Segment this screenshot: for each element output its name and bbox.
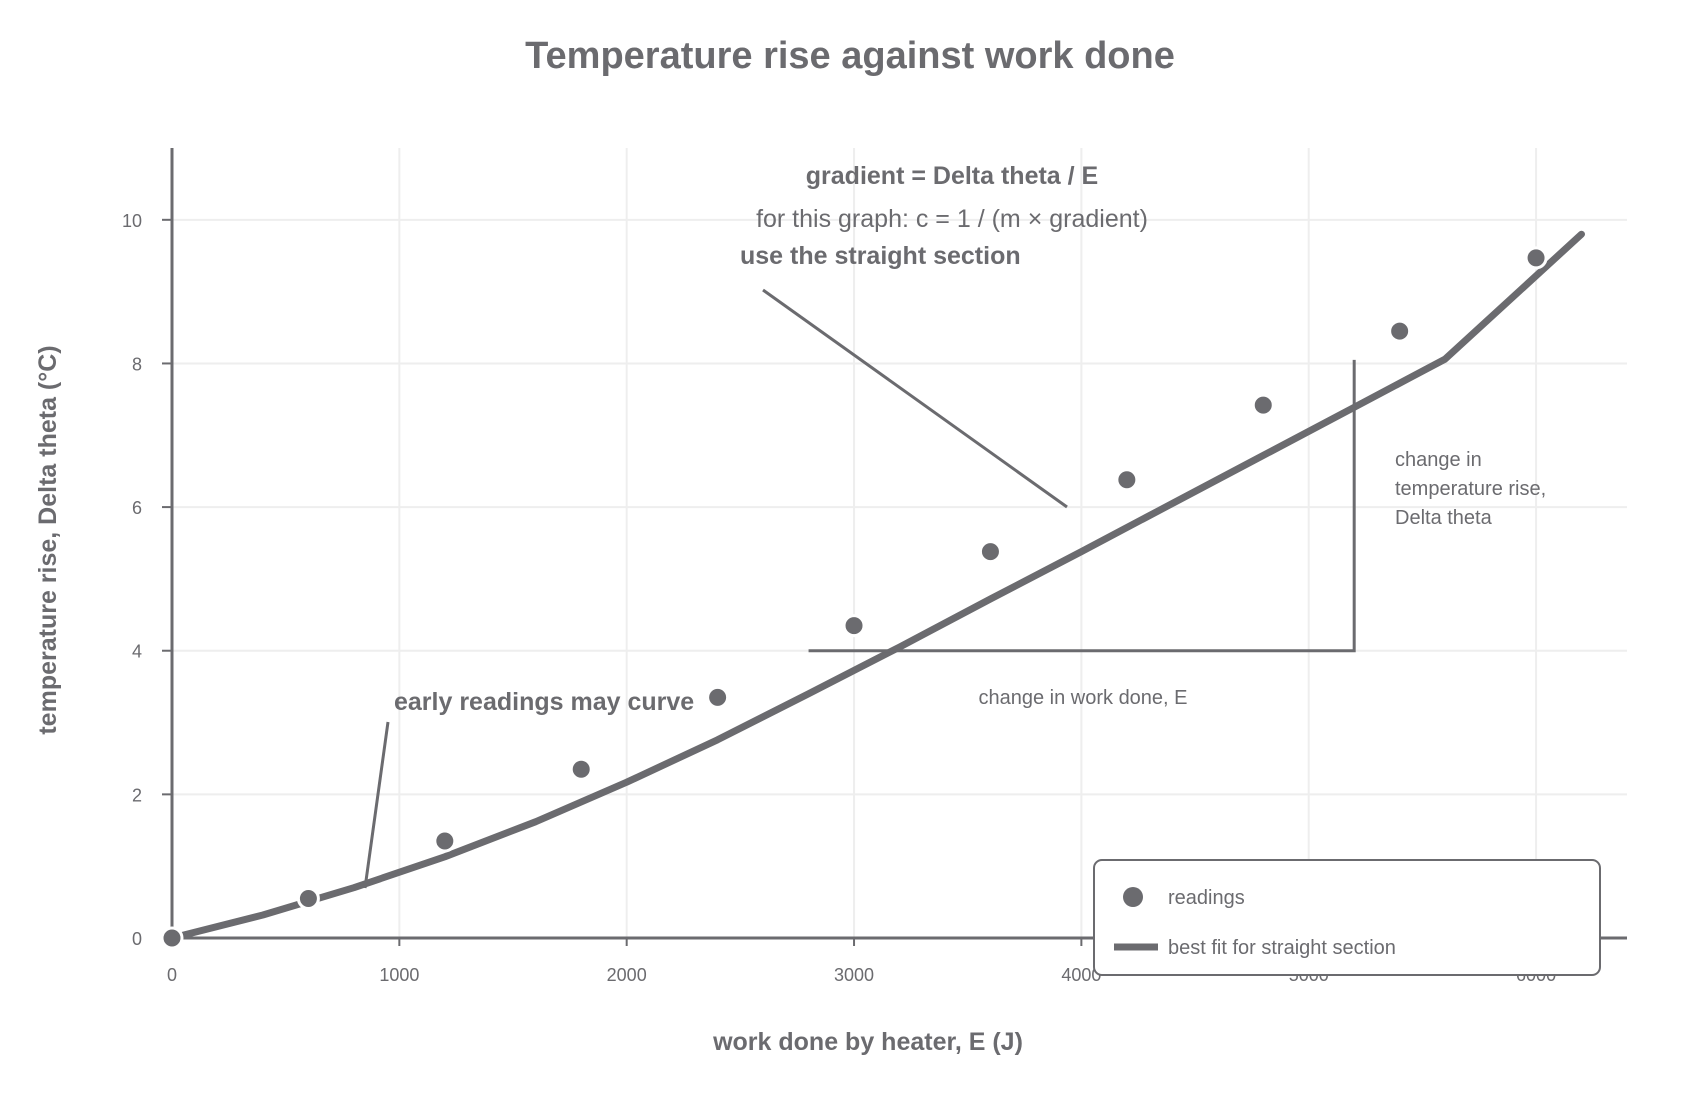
annotation-gradient: gradient = Delta theta / E: [806, 162, 1098, 190]
reading-point: [842, 614, 866, 638]
y-tick-label: 6: [132, 498, 142, 518]
reading-point: [569, 757, 593, 781]
x-tick-label: 4000: [1061, 965, 1101, 985]
best-fit-path: [168, 230, 1585, 942]
y-tick-label: 0: [132, 929, 142, 949]
y-tick-label: 10: [122, 211, 142, 231]
chart-title: Temperature rise against work done: [525, 35, 1175, 77]
x-tick-label: 0: [167, 965, 177, 985]
annotation-early-pointer: [363, 721, 390, 889]
gradient-triangle-lines: [808, 359, 1356, 653]
y-tick-label: 8: [132, 354, 142, 374]
annotation-early: early readings may curve: [394, 688, 694, 716]
reading-point: [1388, 319, 1412, 343]
reading-point: [1524, 246, 1548, 270]
annotation-formula: for this graph: c = 1 / (m × gradient): [756, 205, 1148, 233]
annotation-straight: use the straight section: [740, 242, 1021, 270]
x-tick-label: 2000: [607, 965, 647, 985]
x-tick-label: 1000: [379, 965, 419, 985]
legend-label-readings: readings: [1168, 887, 1245, 909]
reading-point: [978, 540, 1002, 564]
reading-point: [1251, 393, 1275, 417]
annotation-delta-theta-1: change in: [1395, 449, 1482, 471]
best-fit-line: [168, 230, 1585, 942]
y-axis-title: temperature rise, Delta theta (°C): [34, 345, 62, 734]
legend-marker-readings: [1123, 887, 1143, 907]
readings-points: [160, 246, 1548, 950]
gradient-triangle: [808, 359, 1356, 653]
annotation-delta-e: change in work done, E: [978, 687, 1187, 709]
reading-point: [160, 926, 184, 950]
x-tick-label: 3000: [834, 965, 874, 985]
legend-box: [1093, 859, 1601, 976]
reading-point: [706, 685, 730, 709]
x-axis-title: work done by heater, E (J): [712, 1028, 1023, 1056]
legend: readings best fit for straight section: [1093, 859, 1601, 976]
y-tick-label: 4: [132, 642, 142, 662]
annotation-straight-pointer: [762, 288, 1068, 509]
legend-label-fit: best fit for straight section: [1168, 937, 1396, 959]
reading-point: [296, 887, 320, 910]
annotation-delta-theta-2: temperature rise,: [1395, 478, 1546, 500]
annotation-delta-theta-3: Delta theta: [1395, 507, 1493, 529]
y-tick-label: 2: [132, 785, 142, 805]
reading-point: [433, 829, 457, 853]
reading-point: [1115, 468, 1139, 492]
